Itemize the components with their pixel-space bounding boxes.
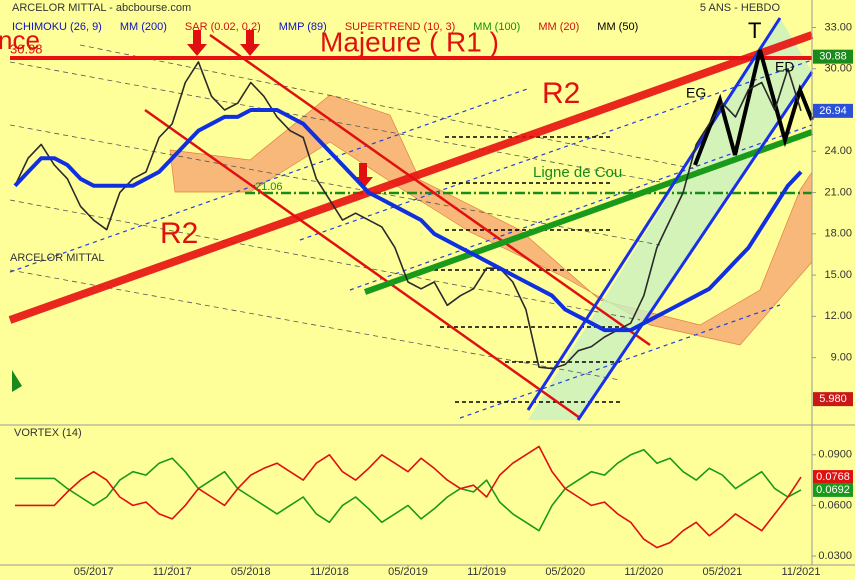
instrument-label: ARCELOR MITTAL	[10, 252, 105, 264]
price-badge-label: 0.0692	[816, 484, 850, 496]
x-tick-label: 05/2019	[388, 566, 428, 578]
legend-entry: MM (20)	[538, 21, 579, 33]
price-badge	[813, 470, 853, 485]
x-tick-label: 05/2021	[703, 566, 743, 578]
annotation: T	[748, 18, 761, 43]
y-tick-label: 0.0900	[818, 449, 852, 461]
channel-line	[209, 33, 651, 347]
legend-entry: MM (100)	[473, 21, 520, 33]
x-tick-label: 11/2019	[467, 566, 506, 578]
x-tick-label: 11/2018	[310, 566, 349, 578]
series-line	[15, 448, 802, 532]
y-tick-label: 0.0600	[818, 499, 852, 511]
y-tick-label: 12.00	[824, 310, 852, 322]
y-tick-label: 18.00	[824, 228, 852, 240]
annotation: ED	[775, 59, 794, 75]
price-badge-label: 0.0768	[816, 471, 850, 483]
annotation: R2	[160, 217, 198, 250]
x-tick-label: 05/2020	[545, 566, 585, 578]
x-tick-label: 05/2018	[231, 566, 271, 578]
price-badge	[813, 392, 853, 407]
x-tick-label: 11/2020	[624, 566, 663, 578]
panel-title: VORTEX (14)	[14, 427, 82, 439]
legend-entry: MM (50)	[597, 21, 638, 33]
legend-entry: SUPERTREND (10, 3)	[345, 21, 455, 33]
y-tick-label: 9.00	[831, 352, 852, 364]
y-tick-label: 21.00	[824, 186, 852, 198]
page-title: ARCELOR MITTAL - abcbourse.com	[12, 2, 191, 14]
x-tick-label: 11/2021	[782, 566, 821, 578]
price-badge-label: 5.980	[819, 393, 847, 405]
blue-channel	[576, 71, 814, 421]
y-tick-label: 0.0300	[818, 550, 852, 562]
drawings	[8, 17, 814, 421]
price-badge-label: 30.88	[819, 51, 847, 63]
y-tick-label: 30.00	[824, 63, 852, 75]
annotation: 21.06	[255, 181, 283, 193]
y-tick-label: 15.00	[824, 269, 852, 281]
blue-channel	[526, 17, 782, 411]
x-tick-label: 05/2017	[74, 566, 114, 578]
annotation: Ligne de Cou	[533, 164, 622, 181]
legend-entry: ICHIMOKU (26, 9)	[12, 21, 102, 33]
marker	[12, 370, 22, 392]
y-tick-label: 24.00	[824, 145, 852, 157]
price-badge	[813, 482, 853, 497]
x-tick-label: 11/2017	[153, 566, 192, 578]
legend-entry: MMP (89)	[279, 21, 327, 33]
price-badge-label: 26.94	[819, 105, 847, 117]
period: 5 ANS - HEBDO	[700, 2, 781, 14]
annotation: R2	[542, 77, 580, 110]
annotation: nce	[0, 25, 40, 55]
channel-line	[144, 108, 581, 420]
black-dashed-levels	[420, 136, 620, 403]
annotation: 30.98	[10, 41, 43, 56]
series-line	[13, 108, 803, 333]
zigzag	[693, 49, 814, 166]
price-badge	[813, 49, 853, 64]
series-line	[15, 445, 802, 549]
y-tick-label: 33.00	[824, 21, 852, 33]
legend-entry: SAR (0.02, 0.2)	[185, 21, 261, 33]
neckline	[363, 129, 814, 295]
annotation: Majeure ( R1 )	[320, 26, 499, 57]
legend-entry: MM (200)	[120, 21, 167, 33]
price-badge	[813, 103, 853, 118]
annotation: EG	[686, 85, 706, 101]
series-line	[14, 61, 802, 370]
